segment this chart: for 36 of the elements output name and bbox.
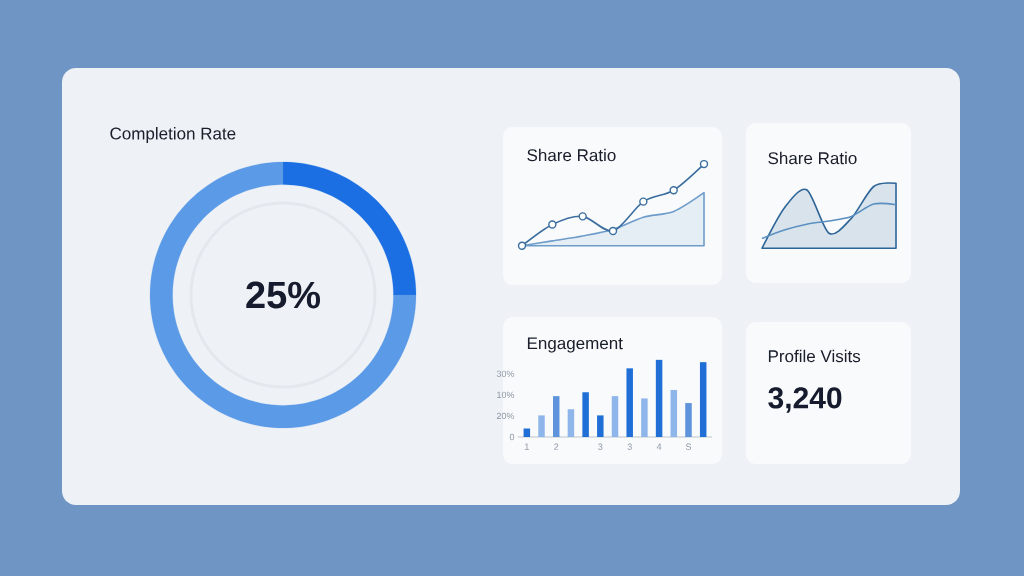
point [517, 241, 527, 250]
text: 20% [496, 412, 515, 420]
x-tick-label: 3 [627, 443, 632, 450]
point [669, 186, 678, 195]
x-tick-label: 4 [656, 443, 662, 450]
bar [597, 415, 604, 437]
text: 30% [496, 370, 515, 378]
bar [552, 396, 560, 437]
data-label: 25% [246, 281, 321, 309]
x-tick-label: 3 [598, 443, 603, 450]
chart-title: Share Ratio [768, 151, 857, 165]
x-tick-label: S [685, 443, 692, 450]
x-tick-label: 2 [554, 443, 559, 450]
bar [641, 398, 648, 437]
text: 10% [497, 391, 515, 399]
bar [699, 362, 707, 437]
point [608, 226, 618, 236]
chart-title: Share Ratio [527, 148, 616, 162]
point [639, 197, 648, 206]
point [548, 220, 557, 229]
bar [655, 359, 663, 437]
bar [538, 415, 545, 437]
bar [611, 396, 619, 437]
text: Profile Visits [768, 349, 861, 363]
bar [685, 403, 692, 437]
bar [626, 368, 633, 437]
text: 3,240 [768, 387, 842, 413]
chart-title: Engagement [527, 337, 623, 353]
point [578, 212, 587, 221]
bar [670, 389, 678, 437]
bar [567, 409, 575, 437]
bar [582, 392, 589, 437]
point [699, 159, 709, 169]
x-tick-label: 1 [525, 443, 529, 450]
chart-title: Completion Rate [110, 127, 236, 143]
text: 0 [509, 433, 515, 441]
